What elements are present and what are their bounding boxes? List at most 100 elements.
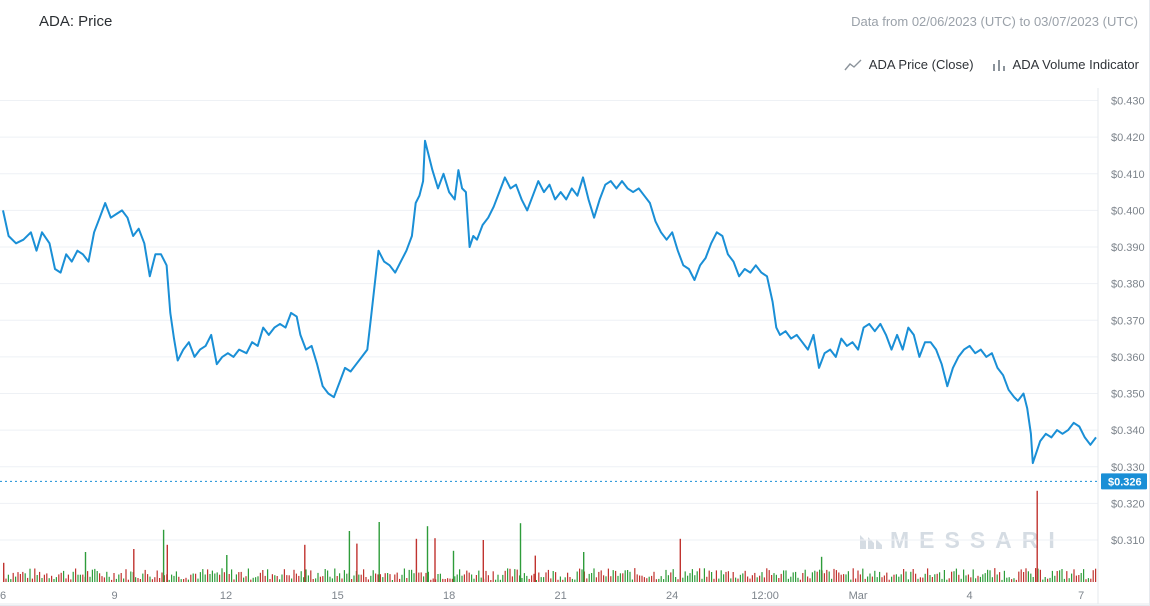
bar-chart-icon xyxy=(992,59,1005,71)
volume-bar xyxy=(447,578,449,582)
volume-bar xyxy=(634,568,636,582)
volume-bar xyxy=(939,572,941,582)
x-tick-label: 12:00 xyxy=(751,590,779,602)
y-tick-label: $0.410 xyxy=(1111,169,1145,181)
y-axis-ticks: $0.430 $0.420 $0.410 $0.400 $0.390 $0.380 $0.3… xyxy=(1111,96,1145,548)
volume-bar xyxy=(36,575,38,582)
volume-bar xyxy=(250,579,252,582)
volume-bar xyxy=(149,576,151,582)
volume-bar xyxy=(391,580,393,582)
volume-bar xyxy=(231,569,233,582)
volume-bar xyxy=(1042,579,1044,582)
volume-bar xyxy=(696,571,698,582)
volume-bar xyxy=(893,574,895,582)
volume-bar xyxy=(658,578,660,582)
volume-bar xyxy=(399,578,401,582)
volume-bar xyxy=(1047,578,1049,582)
volume-bar xyxy=(156,570,158,582)
volume-bar xyxy=(744,570,746,582)
volume-bar xyxy=(502,574,504,582)
volume-bar xyxy=(1011,579,1013,582)
volume-bar xyxy=(142,573,144,582)
y-tick-label: $0.360 xyxy=(1111,352,1145,364)
volume-bar xyxy=(283,569,285,582)
volume-bar xyxy=(336,576,338,582)
volume-bar xyxy=(1080,573,1082,582)
legend-item-volume[interactable]: ADA Volume Indicator xyxy=(992,57,1139,72)
volume-bar xyxy=(1056,571,1058,582)
volume-bar xyxy=(646,578,648,582)
volume-bar xyxy=(624,570,626,582)
volume-bar xyxy=(331,578,333,582)
volume-bar xyxy=(46,573,48,582)
volume-bar xyxy=(173,575,175,582)
volume-bar xyxy=(211,570,213,582)
volume-bar xyxy=(10,579,12,582)
volume-bar xyxy=(394,574,396,582)
last-price-badge xyxy=(1101,473,1147,490)
volume-bar xyxy=(426,526,429,582)
volume-bar xyxy=(228,574,230,582)
volume-bar xyxy=(1085,579,1087,582)
volume-bar xyxy=(910,571,912,582)
volume-bar xyxy=(58,574,60,582)
x-tick-label: 21 xyxy=(555,590,567,602)
volume-bar xyxy=(82,574,84,582)
y-tick-label: $0.430 xyxy=(1111,96,1145,108)
volume-bar xyxy=(504,570,506,582)
volume-bar xyxy=(372,570,374,582)
legend-price-label: ADA Price (Close) xyxy=(868,57,974,72)
volume-bar xyxy=(538,572,540,582)
volume-bar xyxy=(379,574,381,582)
volume-bar xyxy=(406,578,408,582)
volume-bar xyxy=(718,578,720,582)
volume-bar xyxy=(70,579,72,582)
volume-bar xyxy=(425,572,427,582)
volume-bar xyxy=(99,573,101,582)
volume-bar xyxy=(1037,568,1039,582)
volume-bar xyxy=(269,579,271,582)
volume-bar xyxy=(543,577,545,582)
volume-bar xyxy=(727,571,729,582)
volume-bar xyxy=(1001,579,1003,582)
volume-bar xyxy=(480,577,482,582)
volume-bar xyxy=(857,570,859,582)
volume-bar xyxy=(694,575,696,582)
volume-bar xyxy=(569,577,571,582)
volume-bar xyxy=(199,572,201,582)
legend-item-price[interactable]: ADA Price (Close) xyxy=(844,57,974,72)
volume-bar xyxy=(984,573,986,582)
volume-bar xyxy=(1020,569,1022,582)
volume-bar xyxy=(183,579,185,582)
volume-bar xyxy=(840,574,842,582)
volume-bar xyxy=(1015,579,1017,582)
volume-bar xyxy=(55,577,57,582)
volume-bar xyxy=(759,575,761,582)
volume-bar xyxy=(751,575,753,582)
volume-bar xyxy=(823,573,825,582)
volume-bar xyxy=(427,571,429,582)
volume-bar xyxy=(319,576,321,582)
volume-bar xyxy=(1054,575,1056,582)
volume-bar xyxy=(31,578,33,582)
volume-bar xyxy=(792,572,794,582)
volume-bar xyxy=(636,574,638,582)
volume-bar xyxy=(439,573,441,582)
volume-bar xyxy=(63,570,65,582)
volume-bar xyxy=(545,572,547,582)
volume-bar xyxy=(795,571,797,582)
price-line xyxy=(2,139,1097,465)
volume-bar xyxy=(912,569,914,582)
volume-bar xyxy=(958,574,960,582)
volume-bar xyxy=(1013,578,1015,582)
volume-bar xyxy=(948,578,950,582)
volume-bar xyxy=(363,569,365,582)
volume-bar xyxy=(1035,568,1037,582)
volume-bar xyxy=(629,571,631,582)
volume-bar xyxy=(598,571,600,582)
volume-bar xyxy=(562,579,564,582)
volume-bar xyxy=(233,579,235,582)
volume-bar xyxy=(907,579,909,582)
volume-bar xyxy=(346,573,348,582)
